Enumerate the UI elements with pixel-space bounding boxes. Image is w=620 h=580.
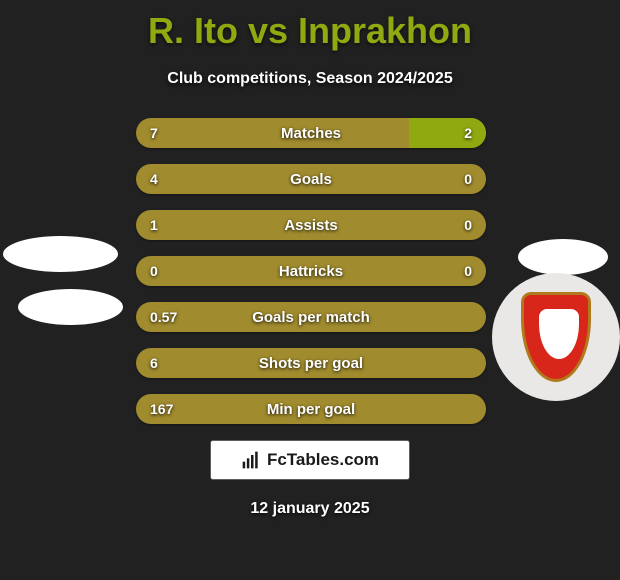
stat-right-value: 0	[464, 256, 472, 286]
stat-right-value: 0	[464, 164, 472, 194]
stat-row-goals: 4 Goals 0	[136, 164, 486, 194]
stat-bars: 7 Matches 2 4 Goals 0 1 Assists 0 0 Hatt…	[136, 118, 486, 440]
footer-brand[interactable]: FcTables.com	[210, 440, 410, 480]
footer-date: 12 january 2025	[0, 500, 620, 518]
shield-icon	[521, 292, 591, 382]
stat-row-assists: 1 Assists 0	[136, 210, 486, 240]
stat-row-goals-per-match: 0.57 Goals per match	[136, 302, 486, 332]
player-left-badge-2	[18, 289, 123, 325]
stat-right-value: 0	[464, 210, 472, 240]
stat-right-value: 2	[464, 118, 472, 148]
player-right-crest	[492, 273, 620, 401]
stat-label: Assists	[136, 210, 486, 240]
stat-row-hattricks: 0 Hattricks 0	[136, 256, 486, 286]
stat-label: Matches	[136, 118, 486, 148]
stat-label: Goals	[136, 164, 486, 194]
stat-row-shots-per-goal: 6 Shots per goal	[136, 348, 486, 378]
footer-brand-text: FcTables.com	[267, 450, 379, 470]
page-subtitle: Club competitions, Season 2024/2025	[0, 70, 620, 88]
barchart-icon	[241, 450, 261, 470]
page-title: R. Ito vs Inprakhon	[0, 0, 620, 52]
stat-row-matches: 7 Matches 2	[136, 118, 486, 148]
stat-row-min-per-goal: 167 Min per goal	[136, 394, 486, 424]
stat-label: Min per goal	[136, 394, 486, 424]
player-right-badge-1	[518, 239, 608, 275]
stat-label: Shots per goal	[136, 348, 486, 378]
player-left-badge-1	[3, 236, 118, 272]
stat-label: Hattricks	[136, 256, 486, 286]
stat-label: Goals per match	[136, 302, 486, 332]
